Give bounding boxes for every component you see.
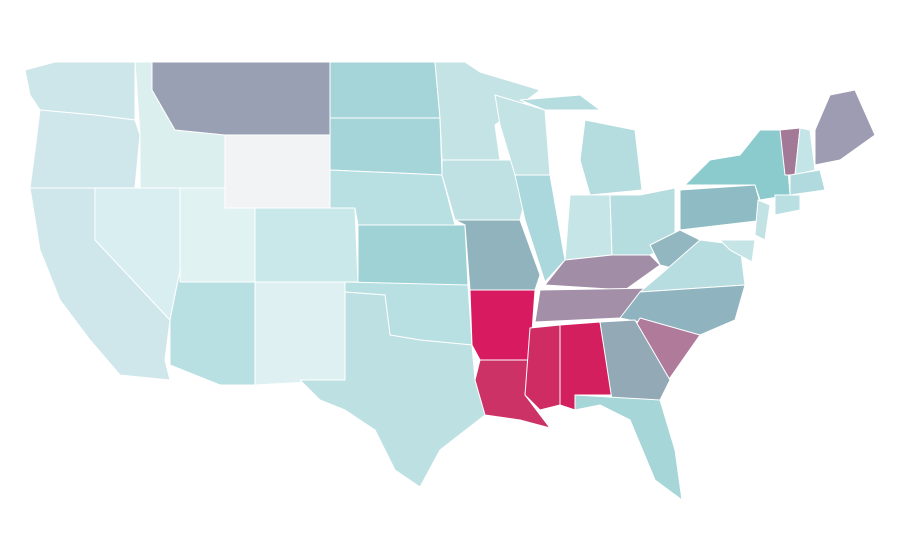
state	[794, 127, 816, 176]
state	[329, 61, 441, 119]
state	[357, 224, 469, 286]
state	[151, 61, 331, 136]
state	[679, 184, 766, 231]
state	[719, 239, 756, 263]
state	[814, 89, 876, 166]
state	[29, 109, 141, 189]
state	[254, 281, 346, 386]
state	[224, 134, 331, 209]
state	[254, 207, 359, 283]
state	[514, 174, 566, 283]
state	[441, 159, 526, 221]
state	[639, 239, 746, 293]
state	[519, 94, 601, 111]
state	[574, 394, 683, 501]
state	[469, 289, 536, 361]
state	[299, 291, 486, 488]
state	[789, 169, 826, 196]
state	[329, 117, 443, 176]
state	[434, 61, 541, 161]
state	[774, 194, 801, 216]
state	[169, 269, 256, 386]
state	[579, 119, 643, 196]
state	[599, 319, 671, 401]
state	[564, 194, 613, 261]
state	[754, 199, 771, 241]
state	[524, 324, 561, 411]
